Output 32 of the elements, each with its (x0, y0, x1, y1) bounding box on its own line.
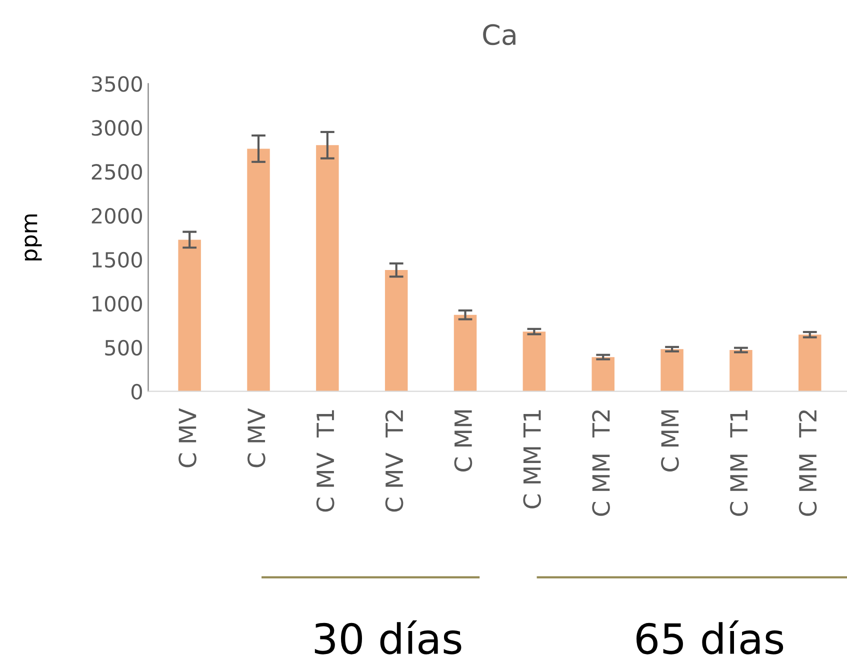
x-tick-label: C MM T1 (523, 410, 542, 508)
y-tick-label: 0 (131, 384, 142, 400)
bar (454, 314, 477, 392)
text: 65 días (636, 620, 784, 654)
x-tick-label: C MM T2 (592, 410, 610, 516)
bar (316, 145, 339, 392)
bar (247, 148, 270, 392)
x-tick-label: C MV (247, 408, 266, 468)
x-tick-label: C MV T1 (316, 410, 334, 512)
bar (178, 240, 201, 392)
bar (730, 350, 752, 392)
y-tick-label: 500 (105, 340, 142, 356)
y-tick-label: 2000 (92, 208, 142, 224)
x-tick-label: C MM T2 (798, 410, 817, 516)
bar (384, 270, 408, 392)
y-tick-label: 2500 (92, 164, 142, 180)
chart-title: Ca (483, 24, 516, 46)
x-tick-label: C MM T1 (730, 410, 748, 516)
bar (660, 349, 684, 392)
bar (522, 332, 546, 392)
text: 30 días (314, 620, 462, 654)
bar (592, 357, 614, 392)
y-tick-label: 3000 (92, 120, 142, 136)
bar (798, 334, 822, 392)
x-tick-label: C MV T2 (385, 410, 404, 512)
y-tick-label: 1000 (92, 296, 142, 312)
x-tick-label: C MM (661, 410, 679, 472)
y-tick-label: 1500 (92, 252, 142, 268)
y-tick-label: 3500 (92, 76, 142, 92)
x-tick-label: C MV (178, 408, 196, 468)
y-axis-title: ppm (24, 214, 42, 260)
x-tick-label: C MM (454, 410, 472, 472)
